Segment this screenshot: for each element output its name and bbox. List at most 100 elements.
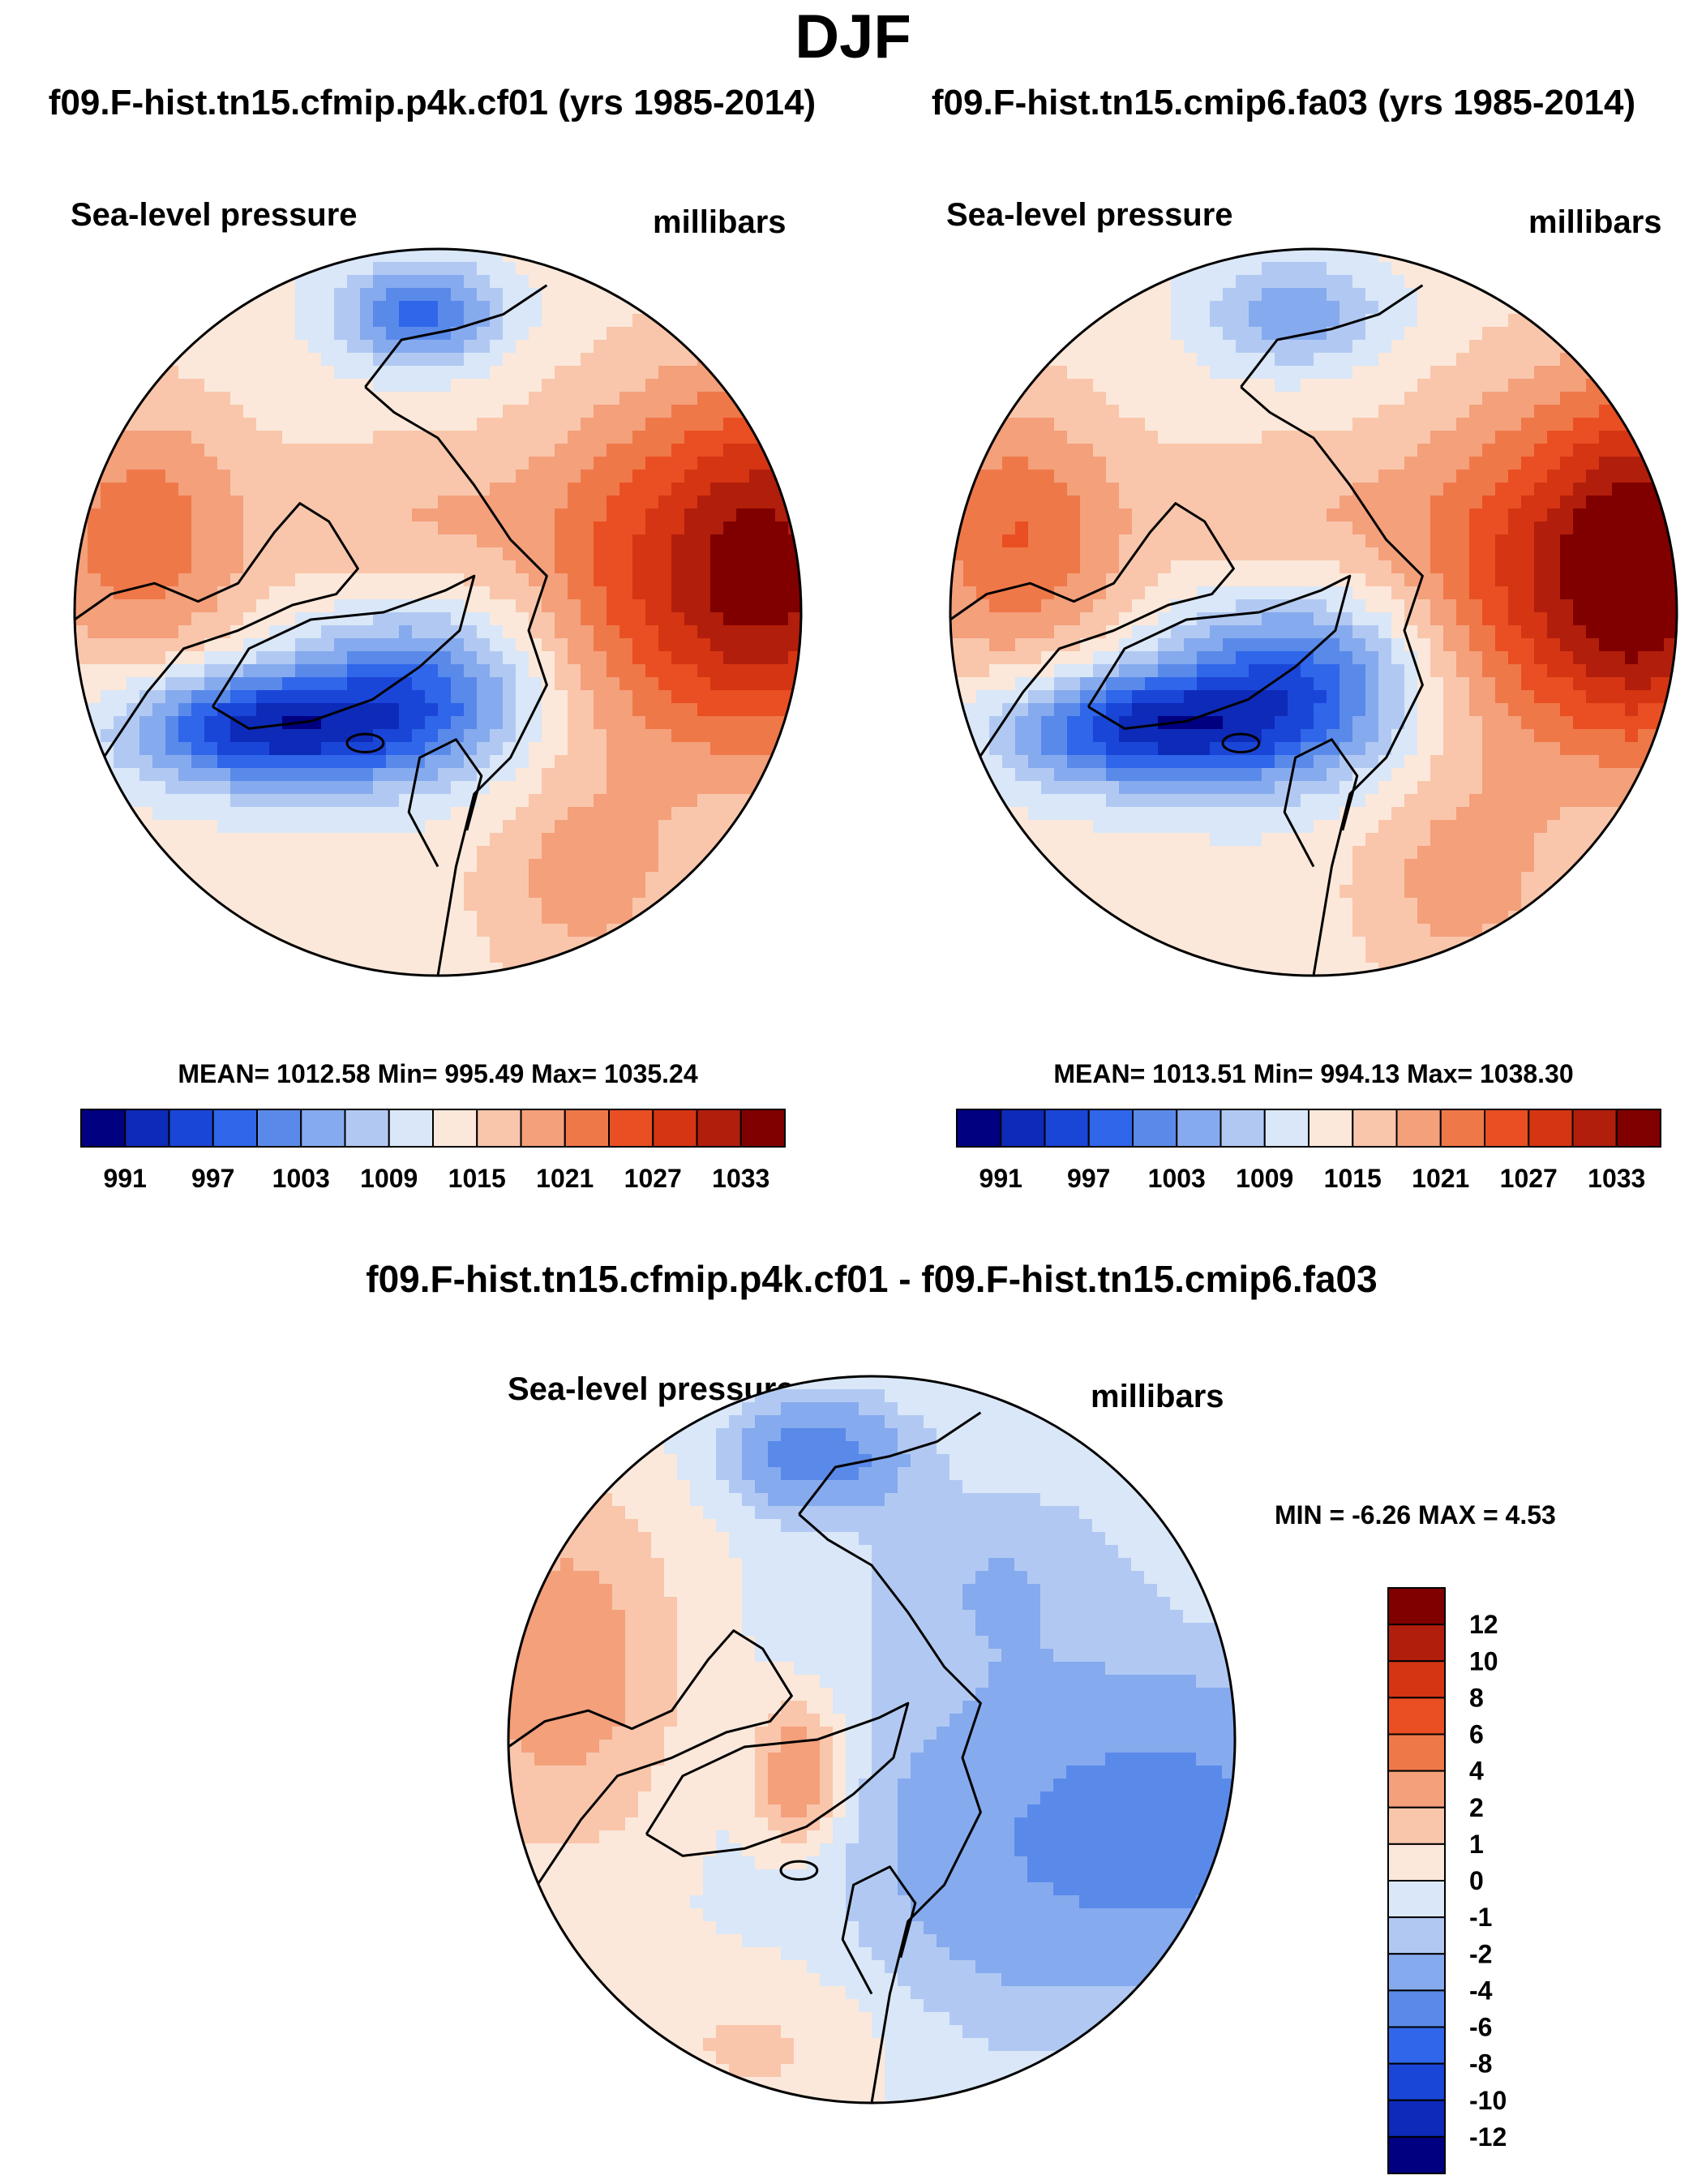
colorbar-box xyxy=(1387,2026,1446,2065)
colorbar-tick-label: 1027 xyxy=(1500,1164,1558,1193)
colorbar-box xyxy=(1219,1109,1266,1148)
colorbar-tick-label: 991 xyxy=(104,1164,147,1193)
colorbar-box xyxy=(124,1109,170,1148)
iceland-outline xyxy=(779,1860,819,1881)
colorbar-box xyxy=(956,1109,1002,1148)
colorbar-1: 991 997 1003 1009 1015 1021 1027 1033 xyxy=(956,1109,1661,1193)
colorbar-tick-label: 1015 xyxy=(1324,1164,1382,1193)
coastline-1 xyxy=(75,502,359,759)
colorbar-tick-label: 2 xyxy=(1469,1793,1484,1822)
colorbar-tick-label: 1003 xyxy=(272,1164,330,1193)
colorbar-box xyxy=(1387,1806,1446,1845)
panel-b-units: millibars xyxy=(1528,204,1662,240)
colorbar-box xyxy=(1087,1109,1134,1148)
colorbar-box xyxy=(1308,1109,1354,1148)
colorbar-box xyxy=(1439,1109,1485,1148)
panel-b-stats: MEAN= 1013.51 Min= 994.13 Max= 1038.30 xyxy=(1053,1059,1574,1088)
panel-a-units: millibars xyxy=(653,204,787,240)
colorbar-box xyxy=(1352,1109,1398,1148)
colorbar-tick-label: 997 xyxy=(191,1164,234,1193)
coastline-3 xyxy=(364,284,548,388)
colorbar-tick-label: -12 xyxy=(1469,2122,1507,2152)
coastline-1 xyxy=(508,1629,793,1886)
colorbar-box xyxy=(1387,1953,1446,1992)
coastline-0 xyxy=(211,574,476,730)
colorbar-tick-label: -6 xyxy=(1469,2013,1492,2042)
coastline-0 xyxy=(1087,574,1352,730)
colorbar-tick-label: 10 xyxy=(1469,1646,1498,1676)
colorbar-tick-label: 1021 xyxy=(1412,1164,1469,1193)
colorbar-tick-label: 991 xyxy=(979,1164,1022,1193)
colorbar-box xyxy=(1387,1624,1446,1663)
panel-a-stats: MEAN= 1012.58 Min= 995.49 Max= 1035.24 xyxy=(178,1059,698,1088)
colorbar-box xyxy=(388,1109,434,1148)
colorbar-tick-label: -10 xyxy=(1469,2086,1507,2115)
colorbar-box xyxy=(1528,1109,1574,1148)
coastlines-2 xyxy=(508,1411,982,2103)
coastline-3 xyxy=(798,1411,982,1516)
panel-b-variable: Sea-level pressure xyxy=(946,197,1233,233)
colorbar-box xyxy=(1395,1109,1442,1148)
colorbar-tick-label: -8 xyxy=(1469,2049,1492,2079)
season-title: DJF xyxy=(795,2,911,71)
colorbar-box xyxy=(300,1109,346,1148)
colorbar-tick-label: 1015 xyxy=(448,1164,506,1193)
colorbar-tick-label: 12 xyxy=(1469,1610,1498,1639)
colorbar-box xyxy=(1387,1916,1446,1955)
panel-c-stats: MIN = -6.26 MAX = 4.53 xyxy=(1275,1500,1556,1530)
coastline-2 xyxy=(364,386,548,976)
contour-fill-0 xyxy=(75,249,801,976)
colorbar-box xyxy=(168,1109,214,1148)
panel-c-units: millibars xyxy=(1091,1379,1224,1414)
colorbar-tick-label: 1033 xyxy=(712,1164,769,1193)
colorbar-box xyxy=(432,1109,478,1148)
colorbar-box xyxy=(608,1109,654,1148)
colorbar-box xyxy=(1387,2062,1446,2101)
colorbar-tick-label: 4 xyxy=(1469,1757,1484,1786)
colorbar-tick-label: 1033 xyxy=(1588,1164,1645,1193)
colorbar-box xyxy=(520,1109,566,1148)
coastline-3 xyxy=(1240,284,1424,388)
colorbar-box xyxy=(1387,1770,1446,1809)
map-border-1 xyxy=(949,247,1678,977)
colorbar-box xyxy=(344,1109,390,1148)
colorbar-box xyxy=(652,1109,698,1148)
colorbar-box xyxy=(1387,1880,1446,1919)
colorbar-box xyxy=(1263,1109,1310,1148)
panel-b-title: f09.F-hist.tn15.cmip6.fa03 (yrs 1985-201… xyxy=(931,83,1636,122)
colorbar-tick-label: 1009 xyxy=(360,1164,418,1193)
colorbar-box xyxy=(1132,1109,1178,1148)
colorbar-box xyxy=(1387,1660,1446,1699)
colorbar-box xyxy=(1387,2099,1446,2138)
map-panel-1: 991 997 1003 1009 1015 1021 1027 1033 xyxy=(949,247,1678,1193)
colorbar-box xyxy=(1387,2135,1446,2174)
coastline-1 xyxy=(950,502,1235,759)
coastline-2 xyxy=(798,1513,982,2103)
colorbar-0: 991 997 1003 1009 1015 1021 1027 1033 xyxy=(80,1109,786,1193)
diff-title: f09.F-hist.tn15.cfmip.p4k.cf01 - f09.F-h… xyxy=(366,1258,1378,1300)
colorbar-tick-label: -1 xyxy=(1469,1903,1492,1932)
colorbar-tick-label: 997 xyxy=(1067,1164,1110,1193)
colorbar-tick-label: 1021 xyxy=(536,1164,594,1193)
colorbar-tick-label: -4 xyxy=(1469,1976,1493,2005)
colorbar-box xyxy=(1387,1843,1446,1882)
colorbar-tick-label: 1009 xyxy=(1236,1164,1293,1193)
panel-a-variable: Sea-level pressure xyxy=(71,197,358,233)
coastline-0 xyxy=(645,1701,910,1857)
iceland-outline xyxy=(345,732,385,753)
colorbar-box xyxy=(1176,1109,1222,1148)
coastlines-0 xyxy=(75,284,548,976)
contour-fill-1 xyxy=(950,249,1677,976)
map-border-2 xyxy=(507,1375,1237,2105)
coastline-4 xyxy=(1283,738,1359,868)
colorbar-tick-label: 1003 xyxy=(1148,1164,1206,1193)
colorbar-box xyxy=(1387,1733,1446,1772)
iceland-outline xyxy=(1221,732,1261,753)
colorbar-box xyxy=(1044,1109,1090,1148)
colorbar-box xyxy=(1615,1109,1661,1148)
colorbar-box xyxy=(476,1109,522,1148)
contour-fill-2 xyxy=(508,1376,1235,2103)
colorbar-box xyxy=(564,1109,610,1148)
colorbar-tick-label: 0 xyxy=(1469,1866,1484,1895)
